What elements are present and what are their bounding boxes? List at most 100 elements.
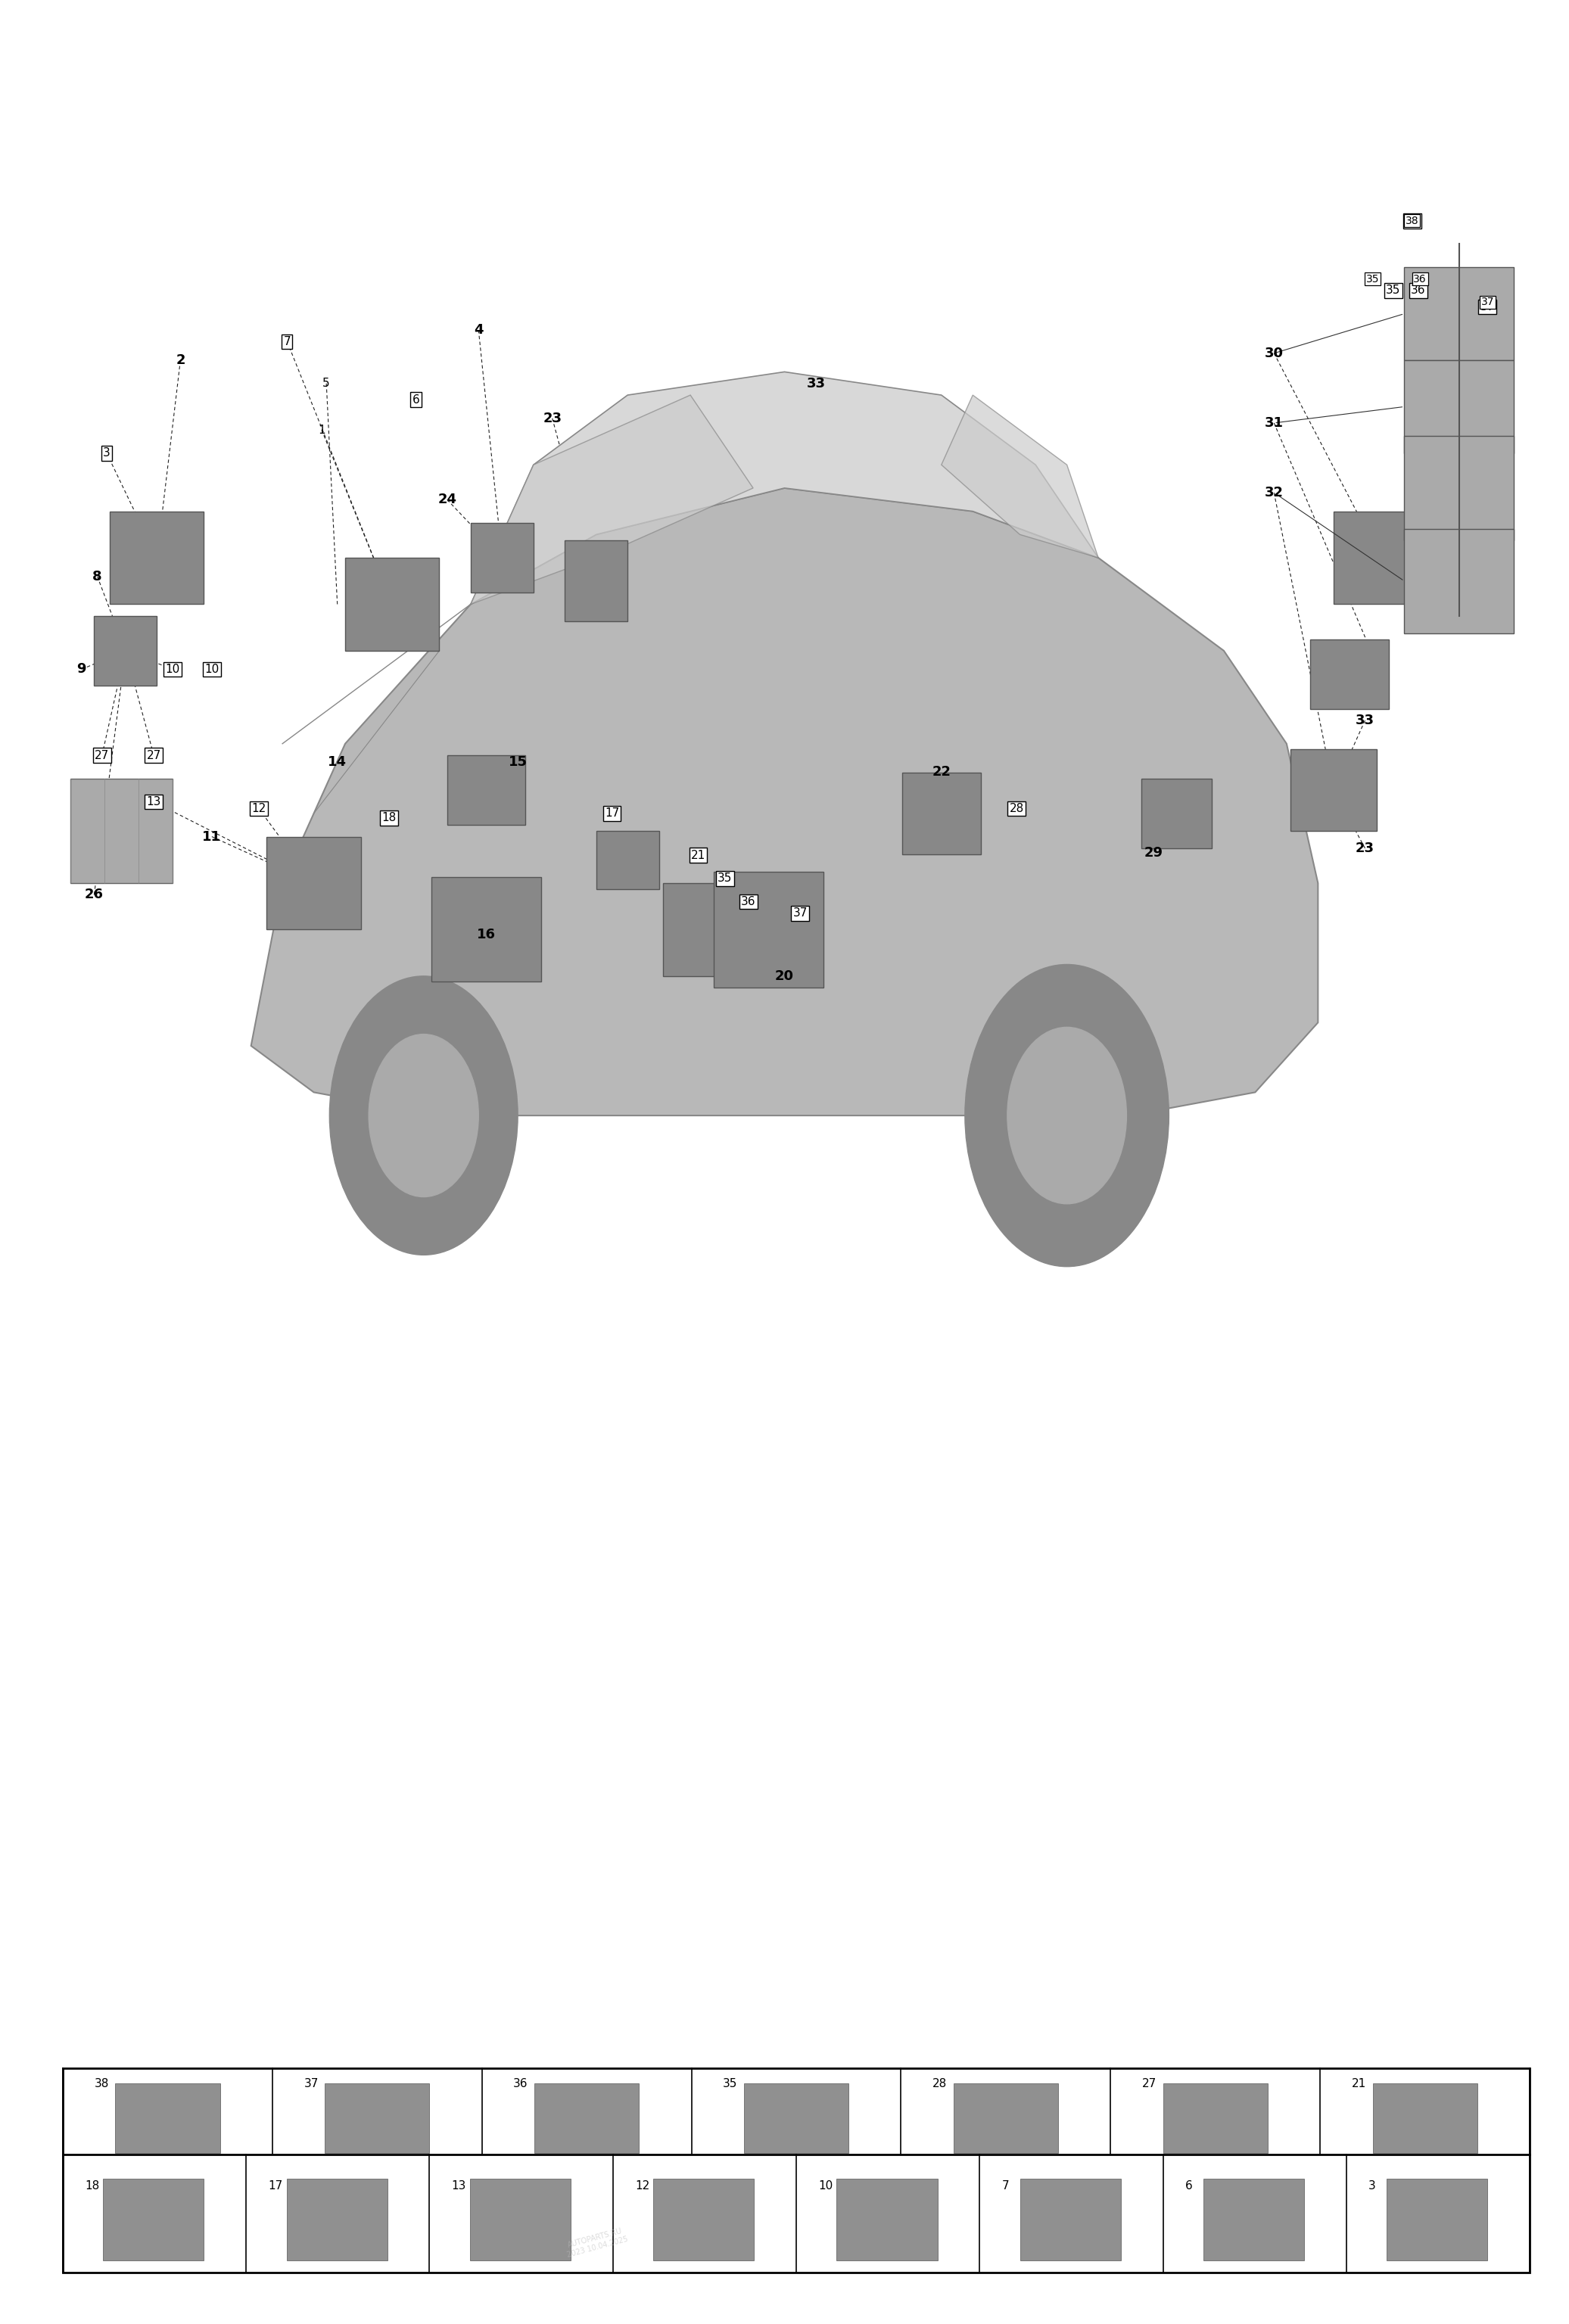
Polygon shape (251, 488, 1318, 1116)
Text: 17: 17 (604, 809, 620, 818)
Text: 29: 29 (1144, 846, 1163, 860)
Bar (1020, 2180, 1120, 2259)
Text: 3: 3 (104, 449, 110, 458)
Text: 14: 14 (328, 755, 347, 769)
Text: 37: 37 (304, 2078, 319, 2089)
Bar (287, 2180, 388, 2259)
Text: 10: 10 (204, 665, 220, 674)
Circle shape (329, 976, 518, 1255)
Text: 38: 38 (94, 2078, 108, 2089)
Text: 13: 13 (146, 797, 162, 806)
Bar (1373, 2082, 1478, 2152)
Text: 27: 27 (146, 751, 162, 760)
Text: 22: 22 (932, 765, 951, 779)
FancyBboxPatch shape (1404, 267, 1514, 360)
Text: 24: 24 (438, 493, 457, 507)
Text: AUTOPARTS.RU
2023 10.04.2025: AUTOPARTS.RU 2023 10.04.2025 (563, 2226, 629, 2259)
Text: 35: 35 (1385, 286, 1401, 295)
Text: 7: 7 (284, 337, 290, 346)
Text: 38: 38 (1404, 216, 1420, 225)
Text: 31: 31 (1265, 416, 1283, 430)
Text: 37: 37 (1480, 302, 1495, 311)
FancyBboxPatch shape (1404, 530, 1514, 634)
Text: 27: 27 (1142, 2078, 1156, 2089)
Text: 6: 6 (1185, 2180, 1192, 2192)
Bar (1290, 748, 1378, 832)
Bar (653, 2180, 755, 2259)
Text: 36: 36 (741, 897, 756, 906)
Bar (345, 558, 439, 651)
Text: 21: 21 (1351, 2078, 1367, 2089)
Bar (1387, 2180, 1487, 2259)
Text: 36: 36 (1411, 286, 1426, 295)
Bar (1203, 2180, 1304, 2259)
Text: 11: 11 (202, 830, 221, 844)
Bar (1142, 779, 1213, 848)
Bar (535, 2082, 639, 2152)
Text: 35: 35 (717, 874, 733, 883)
Text: 37: 37 (1481, 297, 1494, 307)
Text: 18: 18 (85, 2180, 99, 2192)
Text: 3: 3 (1368, 2180, 1376, 2192)
Bar (267, 837, 361, 930)
Bar (714, 872, 824, 988)
Text: 12: 12 (635, 2180, 650, 2192)
FancyBboxPatch shape (1404, 360, 1514, 453)
Text: 38: 38 (1406, 216, 1418, 225)
Text: 33: 33 (1356, 713, 1374, 727)
Circle shape (369, 1034, 479, 1197)
Text: 6: 6 (413, 395, 419, 404)
Text: 10: 10 (165, 665, 180, 674)
Bar (71, 779, 173, 883)
Bar (836, 2180, 937, 2259)
Text: 23: 23 (1356, 841, 1374, 855)
Bar (325, 2082, 430, 2152)
Bar (469, 2180, 571, 2259)
Text: 1: 1 (319, 425, 325, 435)
Text: 18: 18 (381, 813, 397, 823)
Circle shape (965, 964, 1169, 1267)
Circle shape (1007, 1027, 1127, 1204)
Bar (662, 883, 750, 976)
Text: 7: 7 (1001, 2180, 1009, 2192)
Text: 16: 16 (477, 927, 496, 941)
Bar (431, 876, 541, 981)
Bar (110, 511, 204, 604)
Bar (1310, 639, 1389, 709)
Bar (471, 523, 533, 593)
Text: 35: 35 (723, 2078, 737, 2089)
Text: 17: 17 (268, 2180, 282, 2192)
Text: 15: 15 (508, 755, 527, 769)
Bar (1163, 2082, 1268, 2152)
Text: 36: 36 (1414, 274, 1426, 284)
Bar (565, 541, 628, 623)
Text: 12: 12 (251, 804, 267, 813)
Text: 4: 4 (474, 323, 483, 337)
Polygon shape (941, 395, 1098, 558)
Text: 30: 30 (1265, 346, 1283, 360)
Polygon shape (471, 395, 753, 604)
Text: 37: 37 (792, 909, 808, 918)
Text: 36: 36 (513, 2078, 529, 2089)
Text: 10: 10 (819, 2180, 833, 2192)
Text: 21: 21 (690, 851, 706, 860)
Text: 9: 9 (77, 662, 86, 676)
Text: 28: 28 (1009, 804, 1025, 813)
Text: 32: 32 (1265, 486, 1283, 500)
Text: 23: 23 (543, 411, 562, 425)
Text: 8: 8 (93, 569, 102, 583)
Text: 33: 33 (806, 376, 825, 390)
Bar (447, 755, 526, 825)
Bar (596, 830, 659, 888)
Polygon shape (471, 372, 1098, 604)
Bar (744, 2082, 849, 2152)
Bar (954, 2082, 1058, 2152)
FancyBboxPatch shape (1404, 437, 1514, 541)
Text: 27: 27 (94, 751, 110, 760)
Text: 26: 26 (85, 888, 104, 902)
Bar (115, 2082, 220, 2152)
FancyBboxPatch shape (63, 2068, 1530, 2273)
Text: 5: 5 (323, 379, 329, 388)
Text: 35: 35 (1367, 274, 1379, 284)
Text: 13: 13 (452, 2180, 466, 2192)
